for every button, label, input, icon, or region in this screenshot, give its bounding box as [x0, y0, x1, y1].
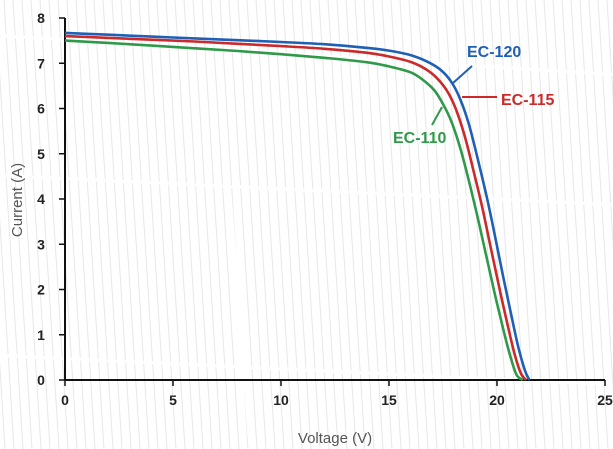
y-tick-label: 7 — [37, 55, 45, 71]
bg-texture-line — [66, 0, 96, 449]
bg-texture-line — [552, 0, 582, 449]
x-tick-label: 15 — [381, 392, 397, 408]
series-line-ec110 — [64, 39, 524, 382]
bg-texture-line — [201, 0, 231, 449]
series-label-ec110: EC-110 — [393, 130, 446, 147]
series-lines — [64, 31, 531, 382]
bg-texture-line — [120, 0, 150, 449]
bg-texture-line — [426, 0, 456, 449]
leader-line-ec120 — [452, 65, 473, 84]
bg-texture-line — [3, 0, 33, 449]
x-tick-label: 10 — [273, 392, 289, 408]
bg-texture-line — [39, 0, 69, 449]
bg-texture-line — [273, 0, 303, 449]
bg-texture-line — [228, 0, 258, 449]
bg-texture-line — [0, 72, 24, 449]
bg-texture-line — [579, 0, 609, 449]
bg-texture-line — [489, 0, 519, 449]
x-tick-label: 0 — [61, 392, 69, 408]
bg-texture-line — [48, 0, 78, 449]
bg-texture-line — [309, 0, 339, 449]
y-tick-label: 0 — [37, 372, 45, 388]
bg-texture-line — [453, 0, 483, 449]
series-line-ec120 — [64, 31, 531, 381]
bg-texture-line — [255, 0, 285, 449]
x-tick-label: 25 — [597, 392, 613, 408]
bg-texture-line — [354, 0, 384, 449]
series-label-ec115: EC-115 — [501, 92, 554, 109]
bg-texture-line — [30, 0, 60, 449]
bg-texture-line — [0, 216, 15, 449]
bg-texture-line — [543, 0, 573, 449]
x-tick-label: 20 — [489, 392, 505, 408]
bg-texture-line — [462, 0, 492, 449]
bg-texture-line — [192, 0, 222, 449]
bg-texture-line — [21, 0, 51, 449]
series-line-ec115 — [64, 34, 528, 381]
y-tick-label: 4 — [37, 191, 45, 207]
bg-texture-line — [129, 0, 159, 449]
bg-texture-line — [525, 0, 555, 449]
bg-texture-line — [444, 0, 474, 449]
ticks: 0 5 10 15 20 25 0 1 2 3 4 5 6 7 8 — [37, 10, 613, 408]
bg-texture-line — [156, 0, 186, 449]
y-tick-label: 2 — [37, 282, 45, 298]
series-label-ec120: EC-120 — [467, 44, 521, 61]
x-tick-label: 5 — [169, 392, 177, 408]
bg-texture-line — [57, 0, 87, 449]
bg-texture-seam — [0, 173, 613, 207]
bg-texture-line — [327, 0, 357, 449]
y-axis-title: Current (A) — [9, 163, 26, 237]
bg-texture-line — [183, 0, 213, 449]
bg-texture-line — [507, 0, 537, 449]
bg-texture-line — [291, 0, 321, 449]
bg-texture-line — [84, 0, 114, 449]
bg-texture-line — [75, 0, 105, 449]
bg-texture-line — [237, 0, 267, 449]
bg-texture-line — [318, 0, 348, 449]
bg-texture-line — [102, 0, 132, 449]
x-axis-title: Voltage (V) — [298, 430, 372, 447]
bg-texture-line — [138, 0, 168, 449]
bg-texture-line — [93, 0, 123, 449]
y-tick-label: 8 — [37, 10, 45, 26]
bg-texture-line — [246, 0, 276, 449]
bg-texture-line — [516, 0, 546, 449]
bg-texture-line — [534, 0, 564, 449]
bg-texture-line — [345, 0, 375, 449]
bg-texture-seam — [213, 0, 252, 449]
label-leader-lines — [431, 65, 497, 126]
y-tick-label: 3 — [37, 236, 45, 252]
bg-texture-line — [0, 360, 6, 449]
bg-texture-line — [336, 0, 366, 449]
bg-texture-line — [282, 0, 312, 449]
bg-texture-line — [165, 0, 195, 449]
bg-texture-line — [480, 0, 510, 449]
bg-texture-line — [174, 0, 204, 449]
bg-texture-line — [588, 0, 613, 393]
bg-texture-line — [12, 0, 42, 449]
bg-texture-line — [210, 0, 240, 449]
bg-texture-line — [147, 0, 177, 449]
bg-texture-line — [264, 0, 294, 449]
bg-texture-line — [570, 0, 600, 449]
bg-texture-line — [111, 0, 141, 449]
y-tick-label: 6 — [37, 101, 45, 117]
leader-line-ec110 — [431, 106, 443, 126]
y-tick-label: 1 — [37, 327, 45, 343]
bg-texture-line — [435, 0, 465, 449]
bg-texture-line — [417, 0, 447, 449]
y-tick-label: 5 — [37, 146, 45, 162]
bg-texture-line — [561, 0, 591, 449]
bg-texture-line — [300, 0, 330, 449]
